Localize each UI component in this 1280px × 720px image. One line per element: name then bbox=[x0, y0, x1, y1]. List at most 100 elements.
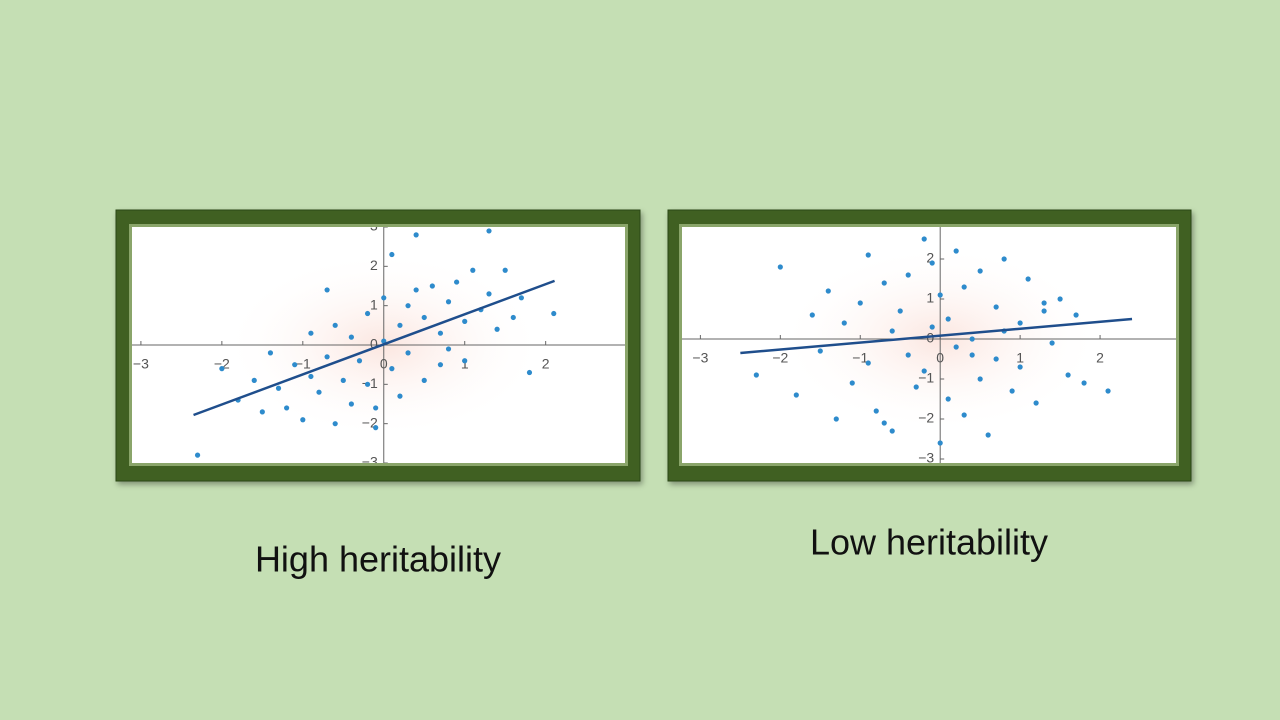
scatter-point bbox=[389, 366, 395, 372]
scatter-point bbox=[462, 318, 468, 324]
caption: High heritability bbox=[255, 539, 501, 580]
scatter-point bbox=[551, 310, 557, 317]
scatter-point bbox=[348, 334, 354, 340]
scatter-point bbox=[437, 362, 444, 368]
scatter-point bbox=[825, 288, 831, 294]
y-tick-label: 1 bbox=[370, 296, 378, 312]
scatter-point bbox=[945, 316, 951, 322]
scatter-point bbox=[961, 284, 967, 290]
x-tick-label: 1 bbox=[461, 356, 469, 372]
trend-line bbox=[193, 279, 556, 417]
y-tick-label: −1 bbox=[362, 375, 378, 391]
scatter-point bbox=[1025, 276, 1031, 282]
scatter-point bbox=[849, 380, 855, 386]
x-tick-label: −3 bbox=[133, 356, 149, 372]
x-tick-label: 2 bbox=[1096, 350, 1104, 366]
scatter-point bbox=[817, 348, 823, 354]
scatter-point bbox=[921, 368, 927, 374]
scatter-point bbox=[897, 308, 903, 314]
scatter-point bbox=[437, 330, 444, 336]
scatter-point bbox=[251, 377, 257, 383]
scatter-point bbox=[1001, 256, 1007, 262]
scatter-point bbox=[865, 252, 871, 258]
scatter-point bbox=[873, 408, 879, 414]
scatter-point bbox=[356, 358, 363, 364]
y-tick-label: 0 bbox=[370, 336, 378, 352]
scatter-point bbox=[945, 396, 951, 402]
scatter-point bbox=[284, 405, 290, 411]
scatter-point bbox=[961, 412, 967, 418]
scatter-point bbox=[494, 326, 500, 332]
scatter-point bbox=[381, 295, 387, 301]
scatter-point bbox=[421, 314, 427, 321]
x-tick-label: 2 bbox=[542, 356, 550, 372]
scatter-point bbox=[364, 310, 371, 317]
scatter-point bbox=[985, 432, 991, 438]
scatter-point bbox=[470, 267, 476, 273]
scatter-point bbox=[753, 372, 759, 378]
scatter-point bbox=[1105, 388, 1111, 394]
scatter-point bbox=[1033, 400, 1039, 406]
scatter-point bbox=[881, 280, 887, 286]
scatter-point bbox=[526, 369, 533, 376]
scatter-point bbox=[913, 384, 919, 390]
y-tick-label: −3 bbox=[362, 454, 378, 470]
scatter-point bbox=[793, 392, 799, 398]
x-tick-label: −1 bbox=[852, 350, 868, 366]
scatter-point bbox=[929, 324, 935, 330]
scatter-point bbox=[429, 283, 435, 289]
scatter-point bbox=[389, 251, 395, 258]
scatter-point bbox=[1017, 364, 1023, 370]
scatter-point bbox=[445, 299, 452, 305]
scatter-point bbox=[316, 389, 322, 395]
scatter-point bbox=[364, 381, 371, 387]
scatter-point bbox=[1081, 380, 1087, 386]
scatter-point bbox=[348, 401, 354, 407]
scatter-point bbox=[1009, 388, 1015, 394]
scatter-point bbox=[929, 260, 935, 266]
scatter-point bbox=[454, 279, 460, 285]
scatter-point bbox=[292, 362, 298, 368]
scatter-point bbox=[937, 440, 943, 446]
y-tick-label: −1 bbox=[918, 370, 934, 386]
scatter-point bbox=[889, 428, 895, 434]
scatter-point bbox=[308, 373, 314, 380]
scatter-point bbox=[421, 377, 427, 383]
scatter-point bbox=[1041, 308, 1047, 314]
scatter-point bbox=[413, 232, 419, 238]
x-tick-label: −3 bbox=[692, 350, 708, 366]
trend-line bbox=[740, 317, 1133, 355]
scatter-point bbox=[857, 300, 863, 306]
scatter-point bbox=[373, 405, 379, 411]
y-tick-label: −3 bbox=[918, 450, 934, 466]
scatter-point bbox=[308, 330, 314, 336]
scatter-point bbox=[969, 352, 975, 358]
scatter-point bbox=[518, 295, 524, 301]
scatter-point bbox=[486, 291, 492, 297]
scatter-point bbox=[993, 304, 999, 310]
scatter-point bbox=[324, 287, 330, 293]
scatter-point bbox=[921, 236, 927, 242]
scatter-point bbox=[809, 312, 815, 318]
scatter-point bbox=[405, 303, 411, 309]
x-tick-label: −2 bbox=[772, 350, 788, 366]
scatter-point bbox=[324, 354, 330, 360]
y-tick-label: 1 bbox=[926, 290, 934, 306]
y-tick-label: 3 bbox=[370, 218, 378, 234]
scatter-point bbox=[1017, 320, 1023, 326]
scatter-point bbox=[502, 267, 508, 273]
scatter-point bbox=[332, 322, 338, 328]
scatter-point bbox=[332, 421, 338, 427]
scatter-point bbox=[194, 452, 201, 458]
scatter-point bbox=[889, 328, 895, 334]
scatter-point bbox=[1065, 372, 1071, 378]
scatter-point bbox=[1073, 312, 1079, 318]
x-tick-label: 0 bbox=[380, 356, 388, 372]
scatter-point bbox=[841, 320, 847, 326]
y-tick-label: −2 bbox=[918, 410, 934, 426]
scatter-point bbox=[300, 417, 306, 423]
